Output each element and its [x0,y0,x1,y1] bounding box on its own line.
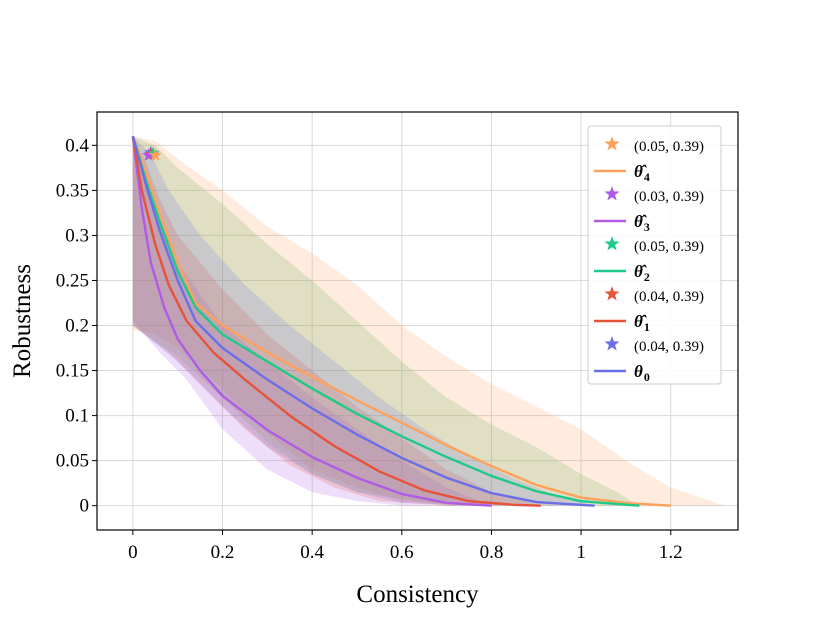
y-tick-label-2: 0.1 [65,406,89,427]
x-axis-label: Consistency [356,581,479,608]
x-tick-label-3: 0.6 [390,542,414,563]
series-line-2 [131,135,640,507]
legend-star-label-2: (0.05, 0.39) [634,239,704,255]
y-tick-label-7: 0.35 [56,180,89,201]
legend-entry-line-4: θ0 [594,362,650,384]
y-tick-label-6: 0.3 [65,225,89,246]
y-tick-label-4: 0.2 [65,316,89,337]
legend-entry-star-2: (0.05, 0.39) [604,236,704,255]
x-tick-label-4: 0.8 [480,542,504,563]
legend-entry-star-1: (0.03, 0.39) [604,186,704,205]
star-markers [141,145,162,161]
legend-line-label-4: θ0 [634,362,650,384]
star-marker-1 [141,148,156,161]
plot-frame [96,111,739,531]
confidence-bands [132,136,725,506]
band-0 [132,136,725,506]
legend-star-label-3: (0.04, 0.39) [634,289,704,305]
band-1 [132,136,492,506]
y-axis-label: Robustness [9,264,36,378]
legend-star-label-1: (0.03, 0.39) [634,189,704,205]
legend-entry-star-4: (0.04, 0.39) [604,336,704,355]
x-tick-label-5: 1 [576,542,586,563]
legend-entry-star-3: (0.04, 0.39) [604,286,704,305]
legend-star-label-4: (0.04, 0.39) [634,339,704,355]
y-tick-label-3: 0.15 [56,361,89,382]
y-tick-label-0: 0 [80,496,90,517]
series-line-4 [131,136,595,507]
legend: (0.05, 0.39)θ̂4(0.03, 0.39)θ̂3(0.05, 0.3… [587,125,722,385]
legend-star-icon-3 [604,286,620,301]
x-tick-label-0: 0 [128,542,138,563]
legend-star-icon-4 [604,336,620,351]
legend-star-icon-2 [604,236,620,251]
series-lines [131,135,671,507]
y-axis-ticks: 0 0.05 0.1 0.15 0.2 0.25 0.3 0.35 0.4 [56,135,97,517]
series-line-3 [131,136,541,507]
legend-box [587,125,722,385]
y-tick-label-1: 0.05 [56,451,89,472]
legend-star-icon-1 [604,186,620,201]
x-tick-label-6: 1.2 [659,542,683,563]
legend-entry-star-0: (0.05, 0.39) [604,136,704,155]
legend-star-label-0: (0.05, 0.39) [634,139,704,155]
x-axis-ticks: 0 0.2 0.4 0.6 0.8 1 1.2 [128,530,683,563]
star-marker-2 [146,146,160,160]
x-tick-label-1: 0.2 [211,542,235,563]
star-marker-0 [148,148,162,161]
series-line-0 [131,135,671,507]
legend-star-icon-0 [604,136,620,151]
y-tick-label-5: 0.25 [56,270,89,291]
band-4 [132,136,595,506]
band-3 [132,136,541,506]
band-2 [132,136,640,506]
y-tick-label-8: 0.4 [65,135,89,156]
x-tick-label-2: 0.4 [300,542,324,563]
series-line-1 [131,136,492,507]
